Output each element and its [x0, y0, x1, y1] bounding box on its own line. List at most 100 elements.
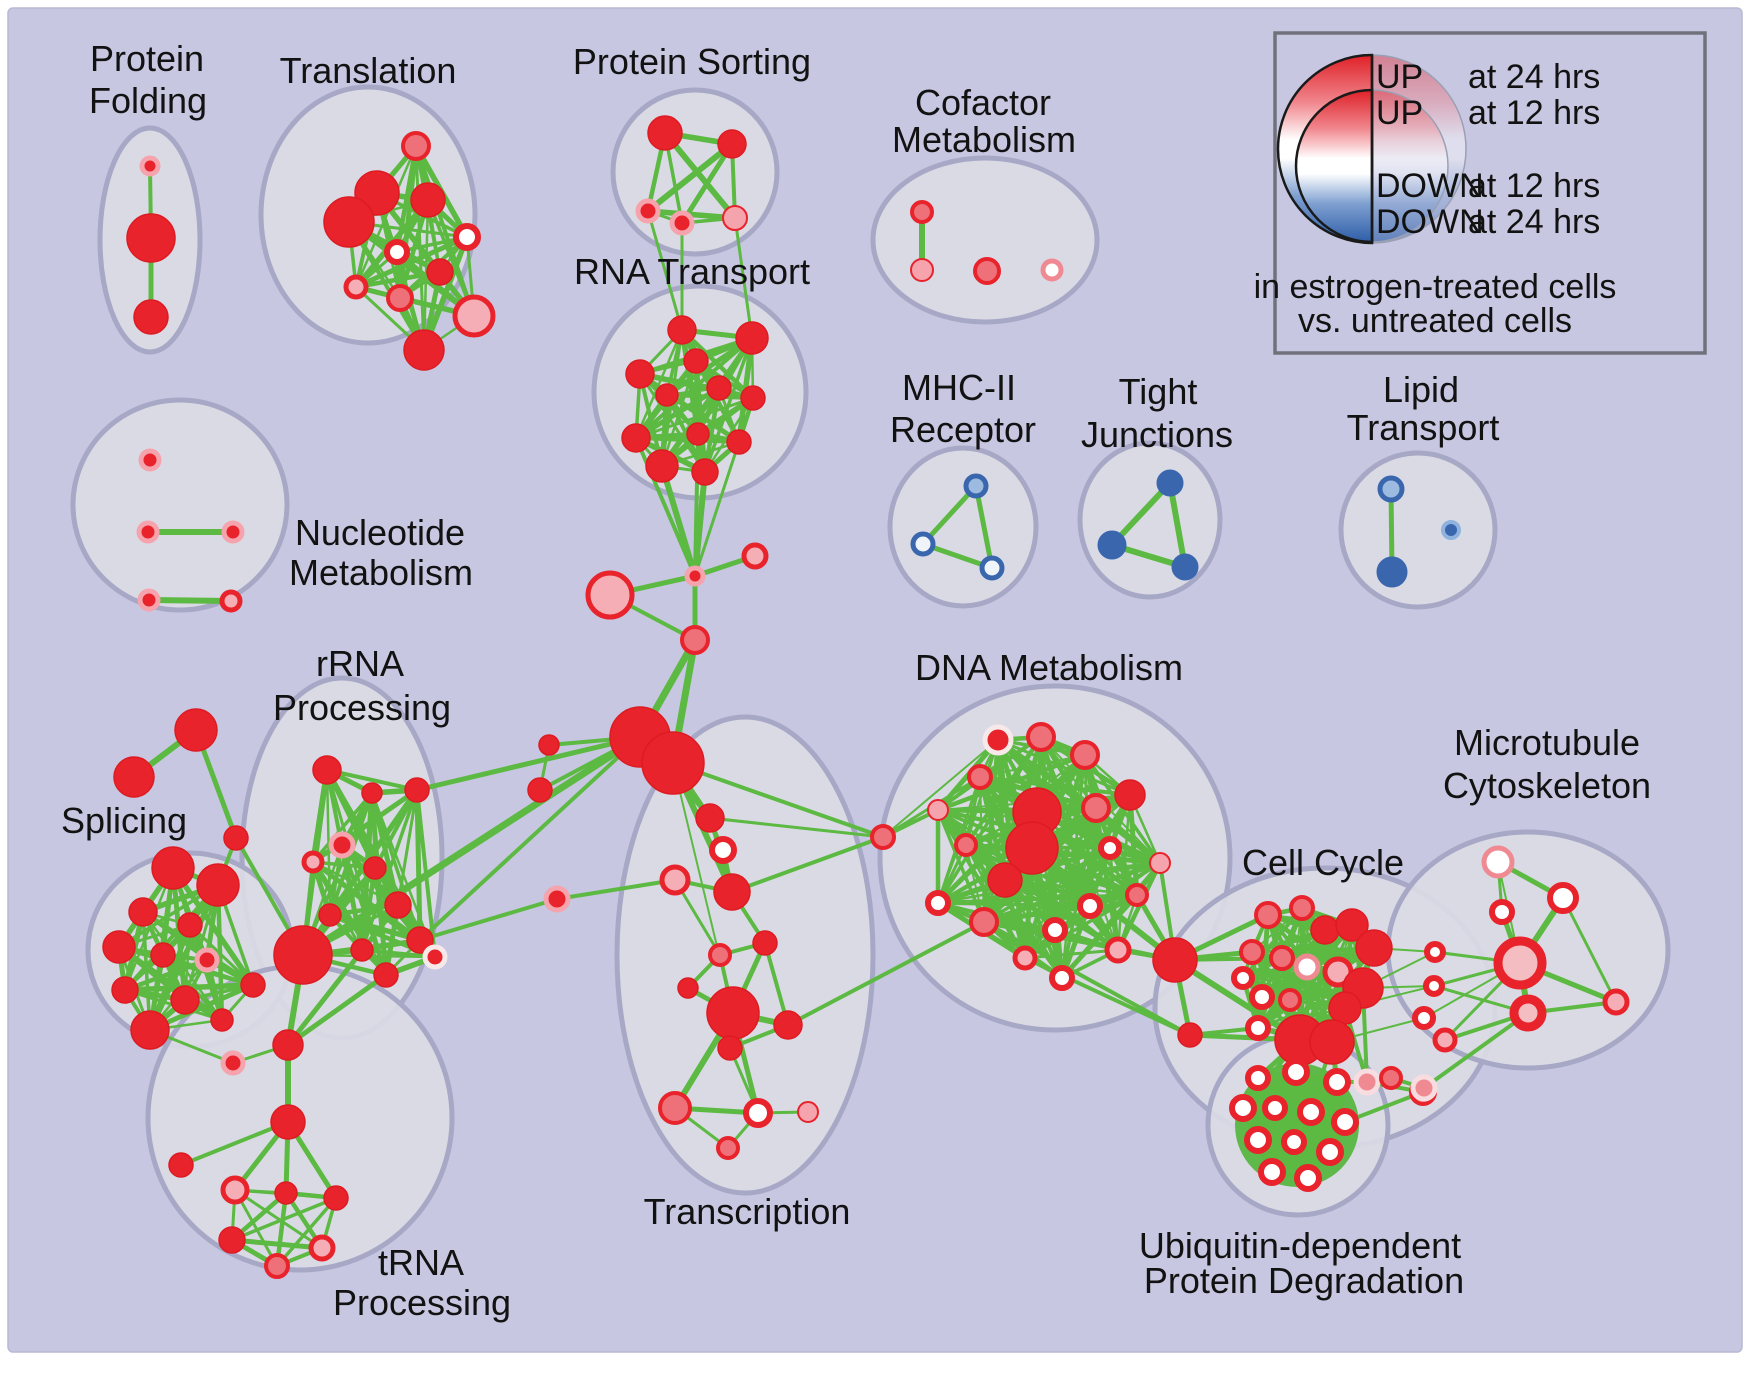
- legend-box: [1273, 31, 1707, 355]
- graph-edge: [786, 920, 986, 1027]
- graph-node-D13: [1125, 883, 1149, 907]
- graph-node-rr2: [404, 777, 430, 803]
- graph-edge: [146, 597, 234, 604]
- cluster-label: Protein: [90, 38, 204, 79]
- graph-node-CC4: [1355, 929, 1393, 967]
- graph-edge: [982, 846, 1112, 924]
- graph-node-S6: [194, 947, 220, 973]
- graph-node-N1: [136, 520, 160, 544]
- cluster-label: Protein Sorting: [573, 41, 811, 82]
- graph-node-U6: [1331, 1108, 1359, 1136]
- legend-time-1: at 12 hrs: [1468, 94, 1600, 132]
- cluster-label: Junctions: [1081, 414, 1233, 455]
- graph-node-PS0: [647, 115, 683, 151]
- graph-node-N3: [137, 588, 161, 612]
- graph-edge: [1422, 1011, 1530, 1090]
- graph-node-U1: [1282, 1058, 1310, 1086]
- graph-node-S9: [130, 1010, 170, 1050]
- graph-node-G2: [641, 731, 705, 795]
- graph-edge: [671, 761, 885, 839]
- graph-node-MT0: [1481, 845, 1515, 879]
- graph-node-X10: [658, 1091, 692, 1125]
- graph-edge: [229, 1237, 325, 1251]
- graph-node-tr9: [264, 1253, 290, 1279]
- graph-edge: [311, 791, 374, 864]
- graph-node-tr6: [323, 1185, 349, 1211]
- graph-edge: [360, 788, 419, 952]
- graph-node-X8: [773, 1010, 803, 1040]
- graph-edge: [665, 393, 741, 444]
- graph-node-rr0: [312, 755, 342, 785]
- graph-node-tr3: [168, 1152, 194, 1178]
- graph-node-D5: [1081, 793, 1111, 823]
- graph-node-rr10: [373, 962, 399, 988]
- graph-node-RT11: [691, 458, 719, 486]
- graph-edge: [286, 948, 364, 1047]
- cluster-label: Nucleotide: [295, 512, 465, 553]
- graph-node-X12: [797, 1101, 819, 1123]
- graph-edge: [730, 835, 885, 894]
- graph-node-MT3: [1424, 941, 1446, 963]
- graph-node-C0: [910, 200, 934, 224]
- graph-node-RT8: [686, 422, 710, 446]
- graph-node-RT1: [735, 321, 769, 355]
- cluster-label: Transport: [1347, 407, 1500, 448]
- graph-edge: [1023, 948, 1120, 960]
- graph-node-rr1: [361, 782, 383, 804]
- graph-node-U11: [1294, 1164, 1322, 1192]
- graph-edge: [353, 269, 443, 290]
- graph-edge: [179, 1120, 290, 1167]
- cluster-label: Cofactor: [915, 82, 1051, 123]
- cluster-label: Lipid: [1383, 369, 1459, 410]
- cluster-label: Cytoskeleton: [1443, 765, 1651, 806]
- cluster-label: Splicing: [61, 800, 187, 841]
- graph-node-X0: [695, 803, 725, 833]
- graph-node-PS2: [635, 198, 661, 224]
- graph-node-X1: [709, 836, 737, 864]
- graph-node-tr1: [220, 1050, 246, 1076]
- graph-edge: [981, 903, 1093, 925]
- cluster-label: RNA Transport: [574, 251, 810, 292]
- graph-node-U9: [1316, 1138, 1344, 1166]
- graph-node-N0: [138, 448, 162, 472]
- graph-node-L1: [1376, 556, 1408, 588]
- graph-node-T9: [452, 294, 496, 338]
- graph-node-U8: [1281, 1129, 1307, 1155]
- cluster-transcription-bubble: [614, 714, 876, 1196]
- graph-node-X7: [706, 986, 760, 1040]
- graph-node-L0: [1377, 475, 1405, 503]
- graph-node-U3: [1229, 1094, 1257, 1122]
- graph-node-D19: [1104, 936, 1132, 964]
- graph-node-X6: [677, 977, 699, 999]
- graph-node-PF1: [126, 213, 176, 263]
- graph-node-T7: [343, 274, 369, 300]
- graph-node-TJ0: [1156, 469, 1184, 497]
- graph-node-J2: [741, 542, 769, 570]
- graph-edge: [982, 920, 1192, 1037]
- graph-node-X13: [716, 1136, 740, 1160]
- graph-node-RT9: [726, 429, 752, 455]
- graph-node-S1: [196, 863, 240, 907]
- graph-node-tr4: [220, 1175, 250, 1205]
- graph-node-PF2: [133, 299, 169, 335]
- cluster-label: Protein Degradation: [1144, 1260, 1464, 1301]
- graph-node-D12: [1149, 852, 1171, 874]
- graph-node-U5: [1297, 1098, 1325, 1126]
- legend-direction-2: DOWN: [1376, 167, 1484, 205]
- graph-node-PS4: [722, 205, 748, 231]
- graph-node-C2: [973, 257, 1001, 285]
- graph-edge: [936, 893, 1139, 905]
- graph-edge: [708, 816, 885, 839]
- graph-edge: [1023, 846, 1112, 960]
- graph-edge: [1059, 892, 1140, 981]
- legend-direction-0: UP: [1376, 58, 1423, 96]
- graph-node-D2: [1070, 740, 1100, 770]
- graph-edge: [188, 923, 255, 987]
- graph-node-F4: [527, 777, 553, 803]
- graph-node-S5: [150, 942, 176, 968]
- graph-node-F2: [223, 825, 249, 851]
- graph-edge: [634, 328, 684, 440]
- graph-node-CB1: [1353, 1068, 1381, 1096]
- graph-edge: [659, 463, 698, 579]
